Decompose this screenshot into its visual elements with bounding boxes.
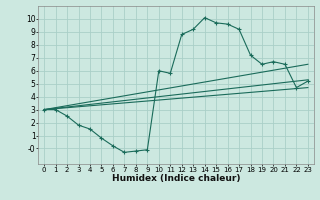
X-axis label: Humidex (Indice chaleur): Humidex (Indice chaleur) <box>112 174 240 183</box>
